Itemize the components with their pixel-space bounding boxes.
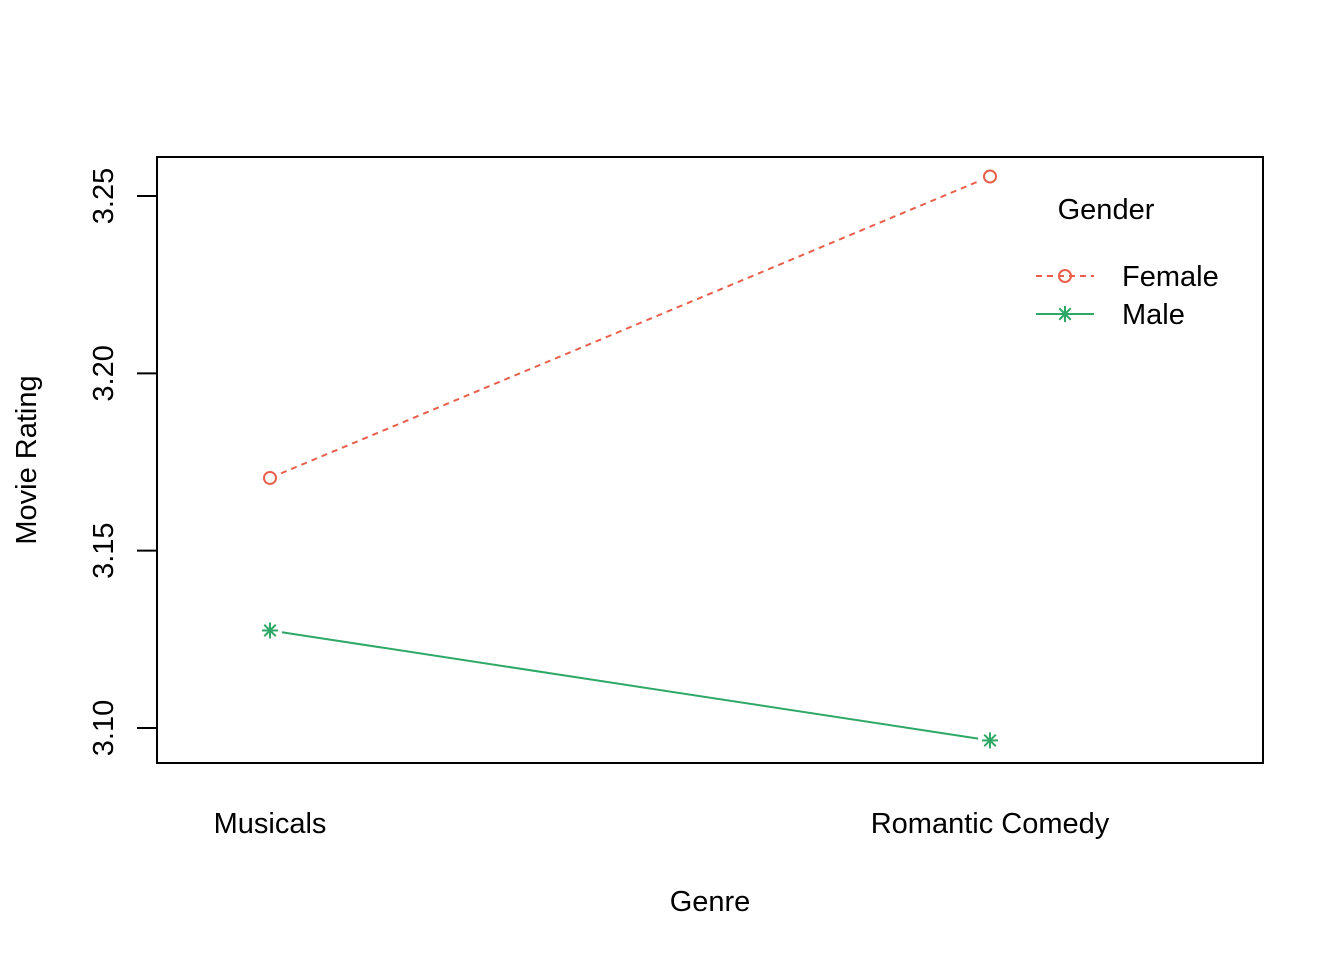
- y-tick-label: 3.20: [88, 345, 120, 401]
- x-axis-label: Genre: [670, 886, 751, 918]
- y-tick-label: 3.15: [88, 522, 120, 578]
- y-axis-label: Movie Rating: [11, 375, 43, 544]
- y-tick-label: 3.10: [88, 700, 120, 756]
- legend-label-female: Female: [1122, 261, 1219, 293]
- x-tick-label: Musicals: [214, 808, 327, 840]
- legend: Gender Female Male: [1036, 194, 1219, 331]
- legend-marker-male: [1057, 306, 1073, 322]
- legend-marker-female: [1058, 269, 1072, 283]
- series-line-female: [280, 180, 980, 475]
- y-axis: 3.10 3.15 3.20 3.25: [88, 168, 158, 756]
- data-point-male: [262, 622, 278, 639]
- legend-title: Gender: [1058, 194, 1155, 226]
- x-tick-label: Romantic Comedy: [871, 808, 1110, 840]
- series-group: [262, 169, 998, 749]
- legend-label-male: Male: [1122, 299, 1185, 331]
- plot-frame: [156, 156, 1264, 764]
- data-point-female: [263, 470, 277, 485]
- series-line-male: [281, 631, 979, 740]
- data-point-male: [982, 732, 998, 749]
- y-tick-label: 3.25: [88, 168, 120, 224]
- x-axis: Musicals Romantic Comedy: [214, 808, 1110, 840]
- data-point-female: [983, 169, 997, 184]
